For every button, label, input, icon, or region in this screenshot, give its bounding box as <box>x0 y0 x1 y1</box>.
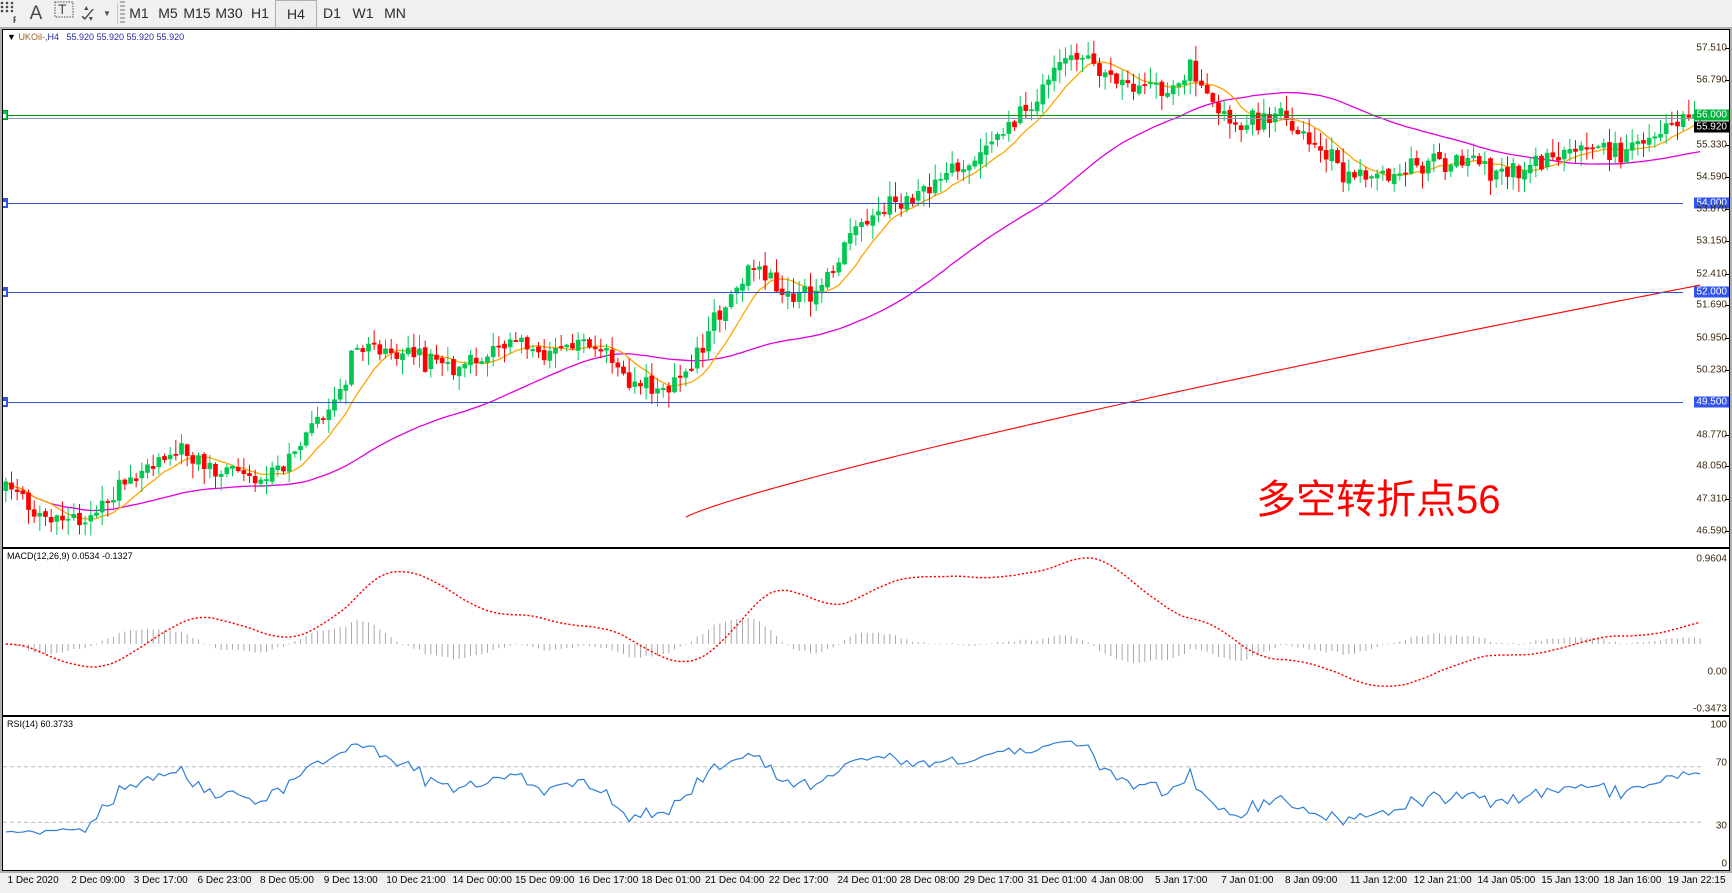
svg-text:F: F <box>13 15 16 25</box>
svg-text:T: T <box>58 1 67 17</box>
